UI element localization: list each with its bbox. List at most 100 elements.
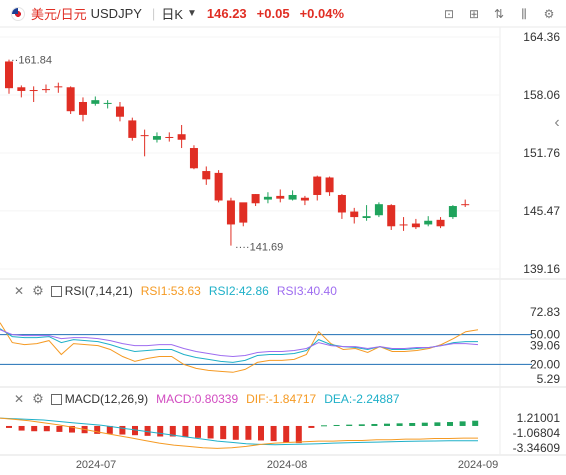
- macd-histogram-bar: [396, 423, 403, 426]
- dea-line: [0, 417, 478, 446]
- candle: [411, 223, 420, 228]
- candle: [140, 135, 149, 137]
- macd-histogram-bar: [321, 425, 327, 427]
- candle: [436, 219, 445, 227]
- macd-histogram-bar: [132, 425, 138, 436]
- y-tick-label: 158.06: [523, 88, 560, 102]
- rsi-tick-label: 5.29: [537, 372, 561, 386]
- macd-histogram-bar: [157, 425, 164, 437]
- candle: [300, 197, 309, 201]
- macd-histogram-bar: [220, 425, 227, 440]
- macd-histogram-bar: [144, 425, 151, 436]
- close-icon[interactable]: ✕: [14, 392, 25, 406]
- period-selector[interactable]: 日K: [161, 7, 183, 22]
- candle: [128, 120, 137, 138]
- macd-histogram-bar: [245, 425, 252, 440]
- rsi2-value: RSI2:42.86: [208, 284, 269, 298]
- macd-histogram-bar: [195, 425, 201, 438]
- macd-tick-label: -3.34609: [513, 441, 561, 455]
- macd-histogram-bar: [270, 425, 277, 442]
- candle: [54, 86, 63, 88]
- rsi3-value: RSI3:40.40: [276, 284, 337, 298]
- rsi-label: RSI(7,14,21): [64, 284, 133, 298]
- candle: [214, 172, 223, 201]
- rsi-tick-label: 20.00: [530, 357, 560, 371]
- macd-histogram-bar: [295, 425, 302, 444]
- pair-name[interactable]: 美元/日元: [31, 7, 87, 22]
- candle: [251, 194, 260, 204]
- candle: [202, 171, 211, 180]
- rsi-series-line: [0, 329, 479, 358]
- x-tick-label: 2024-09: [458, 459, 498, 471]
- macd-histogram-bar: [56, 425, 63, 432]
- indicator-icon[interactable]: ⇅: [493, 7, 505, 21]
- candle: [78, 101, 87, 115]
- chart-header: 美元/日元 USDJPY | 日K ▼ 146.23 +0.05 +0.04%: [0, 0, 566, 27]
- macd-histogram-bar: [207, 425, 214, 439]
- candle: [387, 205, 396, 227]
- candle: [461, 204, 470, 206]
- crosshair-tool-icon[interactable]: ⊡: [443, 7, 455, 21]
- currency-flag-icon: [11, 6, 25, 21]
- chevron-down-icon[interactable]: ▼: [186, 8, 197, 19]
- macd-tick-label: 1.21001: [517, 411, 561, 425]
- candle: [165, 136, 174, 138]
- candle: [399, 224, 408, 226]
- macd-value: MACD:0.80339: [156, 392, 239, 406]
- macd-histogram-bar: [371, 423, 378, 426]
- candle: [189, 148, 198, 169]
- candle: [263, 196, 272, 200]
- macd-histogram-bar: [346, 424, 353, 426]
- macd-histogram-bar: [6, 425, 12, 428]
- macd-histogram-bar: [94, 425, 101, 434]
- candle: [5, 61, 13, 89]
- price-change-pct: +0.04%: [299, 6, 345, 21]
- dif-line: [0, 417, 478, 449]
- macd-histogram-bar: [106, 425, 113, 434]
- candle: [115, 106, 124, 117]
- macd-histogram-bar: [434, 422, 441, 426]
- macd-label: MACD(12,26,9): [64, 392, 149, 406]
- ticker-symbol: USDJPY: [90, 6, 142, 21]
- price-change: +0.05: [256, 6, 290, 21]
- macd-histogram-bar: [283, 425, 290, 443]
- candle: [325, 177, 334, 193]
- macd-histogram-bar: [232, 425, 239, 440]
- macd-histogram-bar: [358, 424, 365, 426]
- macd-histogram-bar: [333, 424, 340, 426]
- macd-histogram-bar: [409, 423, 416, 426]
- macd-histogram-bar: [472, 420, 479, 426]
- settings-icon[interactable]: ⚙: [32, 283, 44, 298]
- y-tick-label: 145.47: [523, 204, 560, 218]
- macd-histogram-bar: [69, 425, 75, 433]
- drawing-tool-icon[interactable]: ⫼: [521, 7, 527, 21]
- rsi-tick-label: 72.83: [530, 305, 560, 319]
- macd-histogram-bar: [43, 425, 50, 432]
- macd-histogram-bar: [119, 425, 126, 435]
- candle: [239, 202, 248, 223]
- candle: [288, 194, 297, 200]
- close-icon[interactable]: ✕: [14, 284, 25, 298]
- candle: [66, 87, 75, 112]
- rsi-tick-label: 39.06: [530, 339, 560, 353]
- checkbox-icon[interactable]: [50, 393, 62, 405]
- rsi-series-line: [0, 328, 478, 363]
- macd-legend: ✕ ⚙ MACD(12,26,9) MACD:0.80339 DIF:-1.84…: [0, 390, 408, 408]
- chart-style-icon[interactable]: ⊞: [468, 7, 480, 21]
- rsi-tick-label: 50.00: [530, 328, 560, 342]
- macd-histogram-bar: [459, 421, 466, 426]
- rsi-series-line: [0, 322, 479, 373]
- candle: [103, 102, 112, 104]
- settings-icon[interactable]: ⚙: [32, 391, 44, 406]
- chevron-left-icon[interactable]: ‹: [554, 114, 559, 131]
- candle: [313, 176, 322, 195]
- candle: [91, 100, 100, 104]
- checkbox-icon[interactable]: [50, 285, 62, 297]
- y-tick-label: 151.76: [523, 146, 560, 160]
- settings-icon[interactable]: ⚙: [543, 7, 555, 21]
- macd-histogram-bar: [169, 425, 176, 437]
- candle: [424, 220, 433, 225]
- macd-histogram-bar: [421, 422, 428, 426]
- candle: [350, 211, 359, 218]
